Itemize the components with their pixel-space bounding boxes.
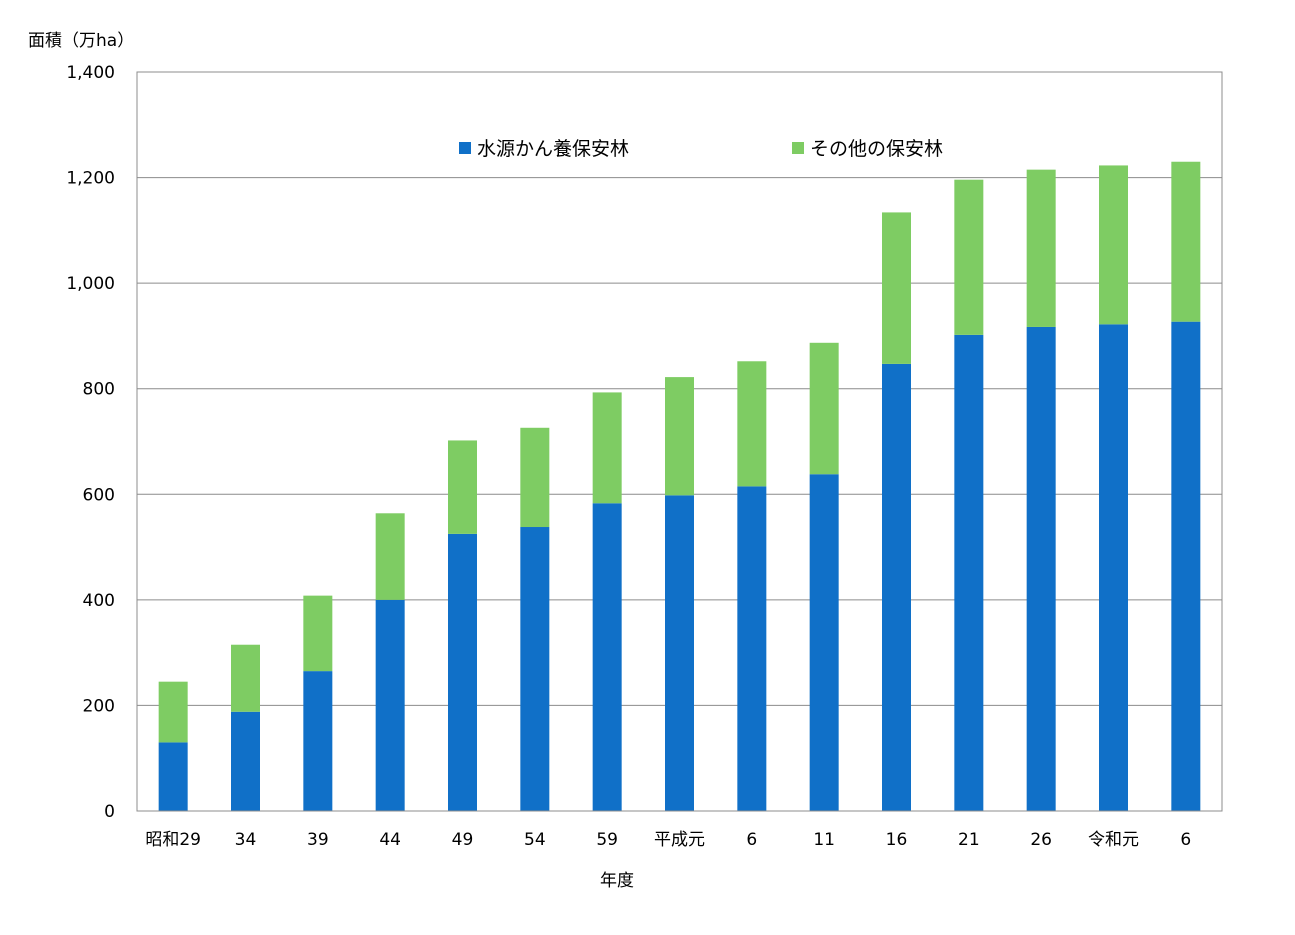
y-tick-label: 0 bbox=[104, 802, 115, 822]
legend-item-other: その他の保安林 bbox=[792, 134, 943, 161]
legend-swatch-other bbox=[792, 141, 804, 154]
bar-segment-series-1 bbox=[448, 440, 477, 534]
x-tick-labels: 昭和29 34 39 44 49 54 59 平成元 6 11 16 21 26 令和元 6 bbox=[145, 830, 1191, 850]
bar-segment-series-1 bbox=[882, 212, 911, 364]
y-tick-labels: 0 200 400 600 800 1,000 1,200 1,400 bbox=[66, 63, 115, 822]
bar-segment-series-0 bbox=[520, 527, 550, 811]
bar-segment-series-1 bbox=[809, 342, 839, 475]
bar-segment-series-1 bbox=[954, 179, 984, 335]
bar-segment-series-1 bbox=[665, 377, 694, 496]
bar-segment-series-1 bbox=[303, 595, 333, 672]
legend-item-water-source: 水源かん養保安林 bbox=[459, 134, 629, 161]
x-tick-label: 49 bbox=[452, 830, 474, 850]
x-tick-label: 16 bbox=[886, 830, 908, 850]
x-tick-label: 26 bbox=[1030, 830, 1052, 850]
x-tick-label: 59 bbox=[596, 830, 618, 850]
y-tick-label: 600 bbox=[83, 485, 115, 505]
bar-segment-series-0 bbox=[303, 671, 333, 811]
y-tick-label: 800 bbox=[83, 380, 115, 400]
bar-segment-series-1 bbox=[737, 361, 767, 487]
y-tick-label: 200 bbox=[83, 696, 115, 716]
plot-frame bbox=[136, 71, 1223, 812]
x-tick-label: 令和元 bbox=[1088, 830, 1139, 850]
bar-segment-series-0 bbox=[158, 742, 188, 811]
y-tick-label: 1,200 bbox=[66, 169, 115, 189]
bar-segment-series-0 bbox=[809, 474, 839, 811]
y-axis-label: 面積（万ha） bbox=[28, 31, 135, 51]
bar-segment-series-0 bbox=[448, 533, 477, 811]
bar-segment-series-1 bbox=[158, 681, 188, 743]
x-tick-label: 34 bbox=[235, 830, 257, 850]
bars bbox=[158, 161, 1201, 811]
bar-segment-series-0 bbox=[954, 334, 984, 811]
x-tick-label: 21 bbox=[958, 830, 980, 850]
bar-segment-series-1 bbox=[375, 513, 405, 600]
x-tick-label: 6 bbox=[1180, 830, 1191, 850]
bar-segment-series-1 bbox=[592, 392, 622, 504]
bar-segment-series-0 bbox=[375, 599, 405, 811]
bar-segment-series-0 bbox=[882, 363, 911, 811]
bar-segment-series-1 bbox=[1026, 169, 1056, 327]
x-tick-label: 6 bbox=[746, 830, 757, 850]
bar-segment-series-1 bbox=[1099, 165, 1128, 325]
x-axis-label: 年度 bbox=[600, 871, 634, 891]
x-tick-label: 39 bbox=[307, 830, 329, 850]
y-tick-label: 1,000 bbox=[66, 274, 115, 294]
bar-segment-series-1 bbox=[520, 427, 550, 528]
x-tick-label: 昭和29 bbox=[145, 830, 201, 850]
bar-segment-series-0 bbox=[231, 711, 260, 811]
bar-segment-series-0 bbox=[1026, 326, 1056, 811]
legend-swatch-water-source bbox=[459, 141, 471, 154]
legend-label-water-source: 水源かん養保安林 bbox=[477, 138, 630, 160]
bar-segment-series-0 bbox=[665, 495, 694, 811]
x-tick-label: 54 bbox=[524, 830, 546, 850]
y-tick-label: 1,400 bbox=[66, 63, 115, 83]
legend-label-other: その他の保安林 bbox=[810, 138, 944, 160]
bar-segment-series-0 bbox=[592, 503, 622, 811]
bar-segment-series-1 bbox=[231, 644, 260, 712]
x-tick-label: 11 bbox=[813, 830, 835, 850]
bar-segment-series-0 bbox=[1171, 321, 1201, 811]
y-tick-label: 400 bbox=[83, 591, 115, 611]
bar-segment-series-0 bbox=[1099, 324, 1128, 811]
bar-segment-series-0 bbox=[737, 486, 767, 811]
bar-segment-series-1 bbox=[1171, 161, 1201, 322]
x-tick-label: 平成元 bbox=[654, 830, 705, 850]
x-tick-label: 44 bbox=[379, 830, 401, 850]
